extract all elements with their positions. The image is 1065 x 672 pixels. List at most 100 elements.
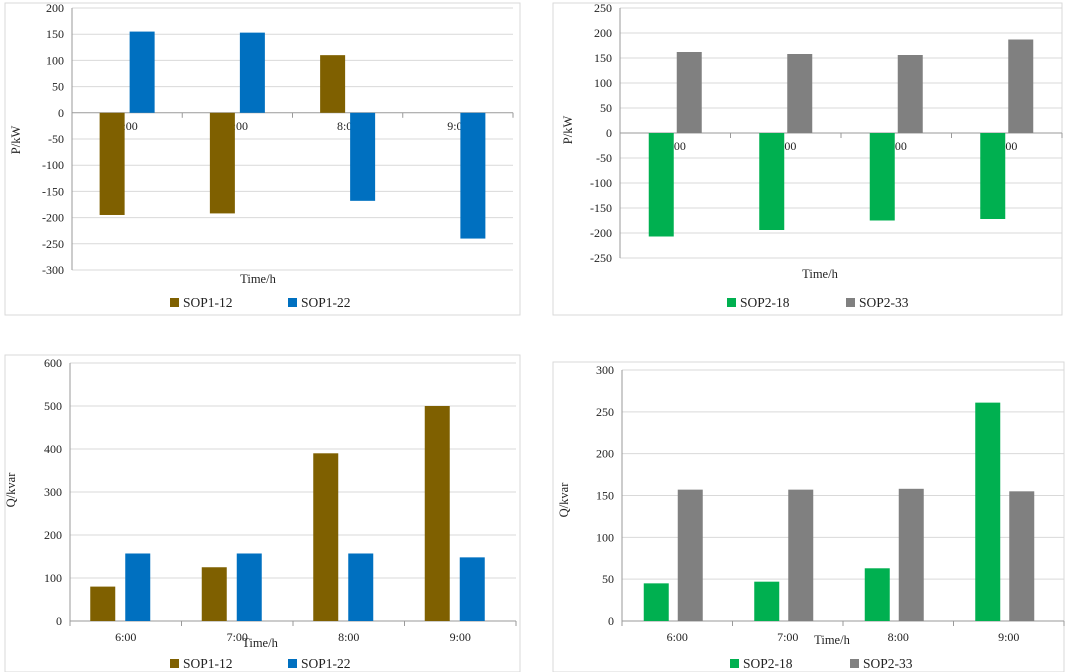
y-tick-label: 150 [596, 489, 614, 503]
x-axis-label: Time/h [802, 267, 838, 281]
bar-sop1-12-700 [201, 567, 227, 621]
x-tick-label: 9:00 [450, 630, 471, 644]
bar-sop2-18-700 [759, 133, 785, 230]
bar-sop1-22-600 [125, 553, 151, 621]
panel-frame [552, 2, 1063, 316]
bar-sop2-33-900 [1008, 39, 1034, 133]
y-tick-label: -100 [42, 158, 64, 172]
legend-label: SOP1-12 [183, 295, 233, 310]
x-tick-label: 7:00 [227, 630, 248, 644]
y-tick-label: 200 [594, 26, 612, 40]
bar-sop2-18-900 [975, 402, 1001, 621]
y-tick-label: -250 [42, 237, 64, 251]
bar-sop1-22-900 [460, 112, 486, 239]
y-tick-label: 500 [44, 399, 62, 413]
y-axis-label: Q/kvar [4, 472, 18, 508]
y-tick-label: 250 [594, 1, 612, 15]
y-tick-label: -150 [590, 201, 612, 215]
y-tick-label: -200 [42, 211, 64, 225]
y-tick-label: -200 [590, 226, 612, 240]
bar-sop2-33-800 [897, 55, 923, 133]
bar-sop1-12-900 [424, 406, 450, 621]
chart-panel-top-left-p-sop1: P/kW Time/h SOP1-12 SOP1-22 200 150 100 50 0… [4, 1, 521, 316]
bar-sop1-22-600 [129, 31, 155, 113]
bar-sop2-18-800 [864, 568, 890, 621]
bar-sop1-22-700 [239, 32, 265, 113]
legend-swatch [730, 659, 739, 668]
y-tick-label: -250 [590, 251, 612, 265]
legend-swatch [170, 659, 179, 668]
x-tick-label: 9:00 [998, 630, 1019, 644]
y-tick-label: 200 [596, 447, 614, 461]
y-tick-label: 300 [596, 363, 614, 377]
legend-label: SOP2-33 [863, 656, 913, 671]
x-tick-label: 6:00 [115, 630, 136, 644]
y-tick-label: -100 [590, 176, 612, 190]
bar-sop2-33-800 [898, 488, 924, 621]
y-tick-label: 250 [596, 405, 614, 419]
legend-swatch [288, 659, 297, 668]
bar-sop1-22-800 [350, 112, 376, 201]
bar-sop2-18-700 [754, 581, 780, 621]
legend-label: SOP1-12 [183, 656, 233, 671]
bar-sop2-18-800 [869, 133, 895, 221]
x-tick-label: 6:00 [667, 630, 688, 644]
y-tick-label: 100 [596, 530, 614, 544]
bar-sop2-18-900 [980, 133, 1006, 219]
legend-swatch [170, 298, 179, 307]
x-tick-label: 8:00 [888, 630, 909, 644]
bar-sop2-18-600 [648, 133, 674, 237]
y-tick-label: 0 [606, 126, 612, 140]
legend-swatch [846, 298, 855, 307]
y-tick-label: 400 [44, 442, 62, 456]
legend-swatch [727, 298, 736, 307]
y-tick-label: 100 [594, 76, 612, 90]
bar-sop1-12-600 [90, 586, 116, 621]
y-tick-label: -150 [42, 184, 64, 198]
chart-panel-bottom-left-q-sop1: Q/kvar Time/h SOP1-12 SOP1-22 600 500 400 3… [4, 354, 521, 672]
y-tick-label: 0 [58, 106, 64, 120]
y-axis-label: Q/kvar [557, 482, 571, 518]
bar-sop1-22-700 [236, 553, 262, 621]
y-tick-label: -50 [48, 132, 64, 146]
y-tick-label: 0 [608, 614, 614, 628]
legend-label: SOP1-22 [301, 656, 351, 671]
legend-swatch [850, 659, 859, 668]
bar-sop2-33-700 [788, 489, 814, 621]
legend-label: SOP2-33 [859, 295, 909, 310]
panel-frame [4, 2, 521, 316]
bar-sop1-12-600 [99, 112, 125, 215]
bar-sop2-18-600 [643, 583, 669, 621]
y-tick-label: 100 [46, 53, 64, 67]
y-tick-label: 200 [46, 1, 64, 15]
y-axis-label: P/kW [561, 116, 575, 145]
bar-sop1-12-700 [209, 112, 235, 214]
legend-label: SOP2-18 [743, 656, 793, 671]
y-tick-label: -300 [42, 263, 64, 277]
y-tick-label: 50 [600, 101, 612, 115]
y-tick-label: 600 [44, 356, 62, 370]
y-tick-label: 150 [46, 27, 64, 41]
x-axis-label: Time/h [242, 636, 278, 650]
bar-sop2-33-900 [1009, 491, 1035, 621]
y-tick-label: 50 [52, 80, 64, 94]
y-tick-label: 0 [56, 614, 62, 628]
chart-panel-bottom-right-q-sop2: Q/kvar Time/h SOP2-18 SOP2-33 300 250 200 1… [552, 361, 1065, 672]
bar-sop1-22-800 [348, 553, 374, 621]
y-tick-label: 150 [594, 51, 612, 65]
y-tick-label: -50 [596, 151, 612, 165]
y-tick-label: 200 [44, 528, 62, 542]
bar-sop2-33-600 [676, 52, 702, 133]
bar-sop1-12-800 [313, 453, 339, 621]
bar-sop1-22-900 [459, 557, 485, 621]
chart-panel-top-right-p-sop2: P/kW Time/h SOP2-18 SOP2-33 250 200 150 100… [552, 1, 1063, 316]
x-tick-label: 8:00 [338, 630, 359, 644]
legend-label: SOP1-22 [301, 295, 351, 310]
bar-sop2-33-600 [677, 489, 703, 621]
bar-sop1-12-800 [320, 55, 346, 113]
x-axis-label: Time/h [240, 272, 276, 286]
y-tick-label: 100 [44, 571, 62, 585]
y-tick-label: 300 [44, 485, 62, 499]
x-tick-label: 7:00 [777, 630, 798, 644]
